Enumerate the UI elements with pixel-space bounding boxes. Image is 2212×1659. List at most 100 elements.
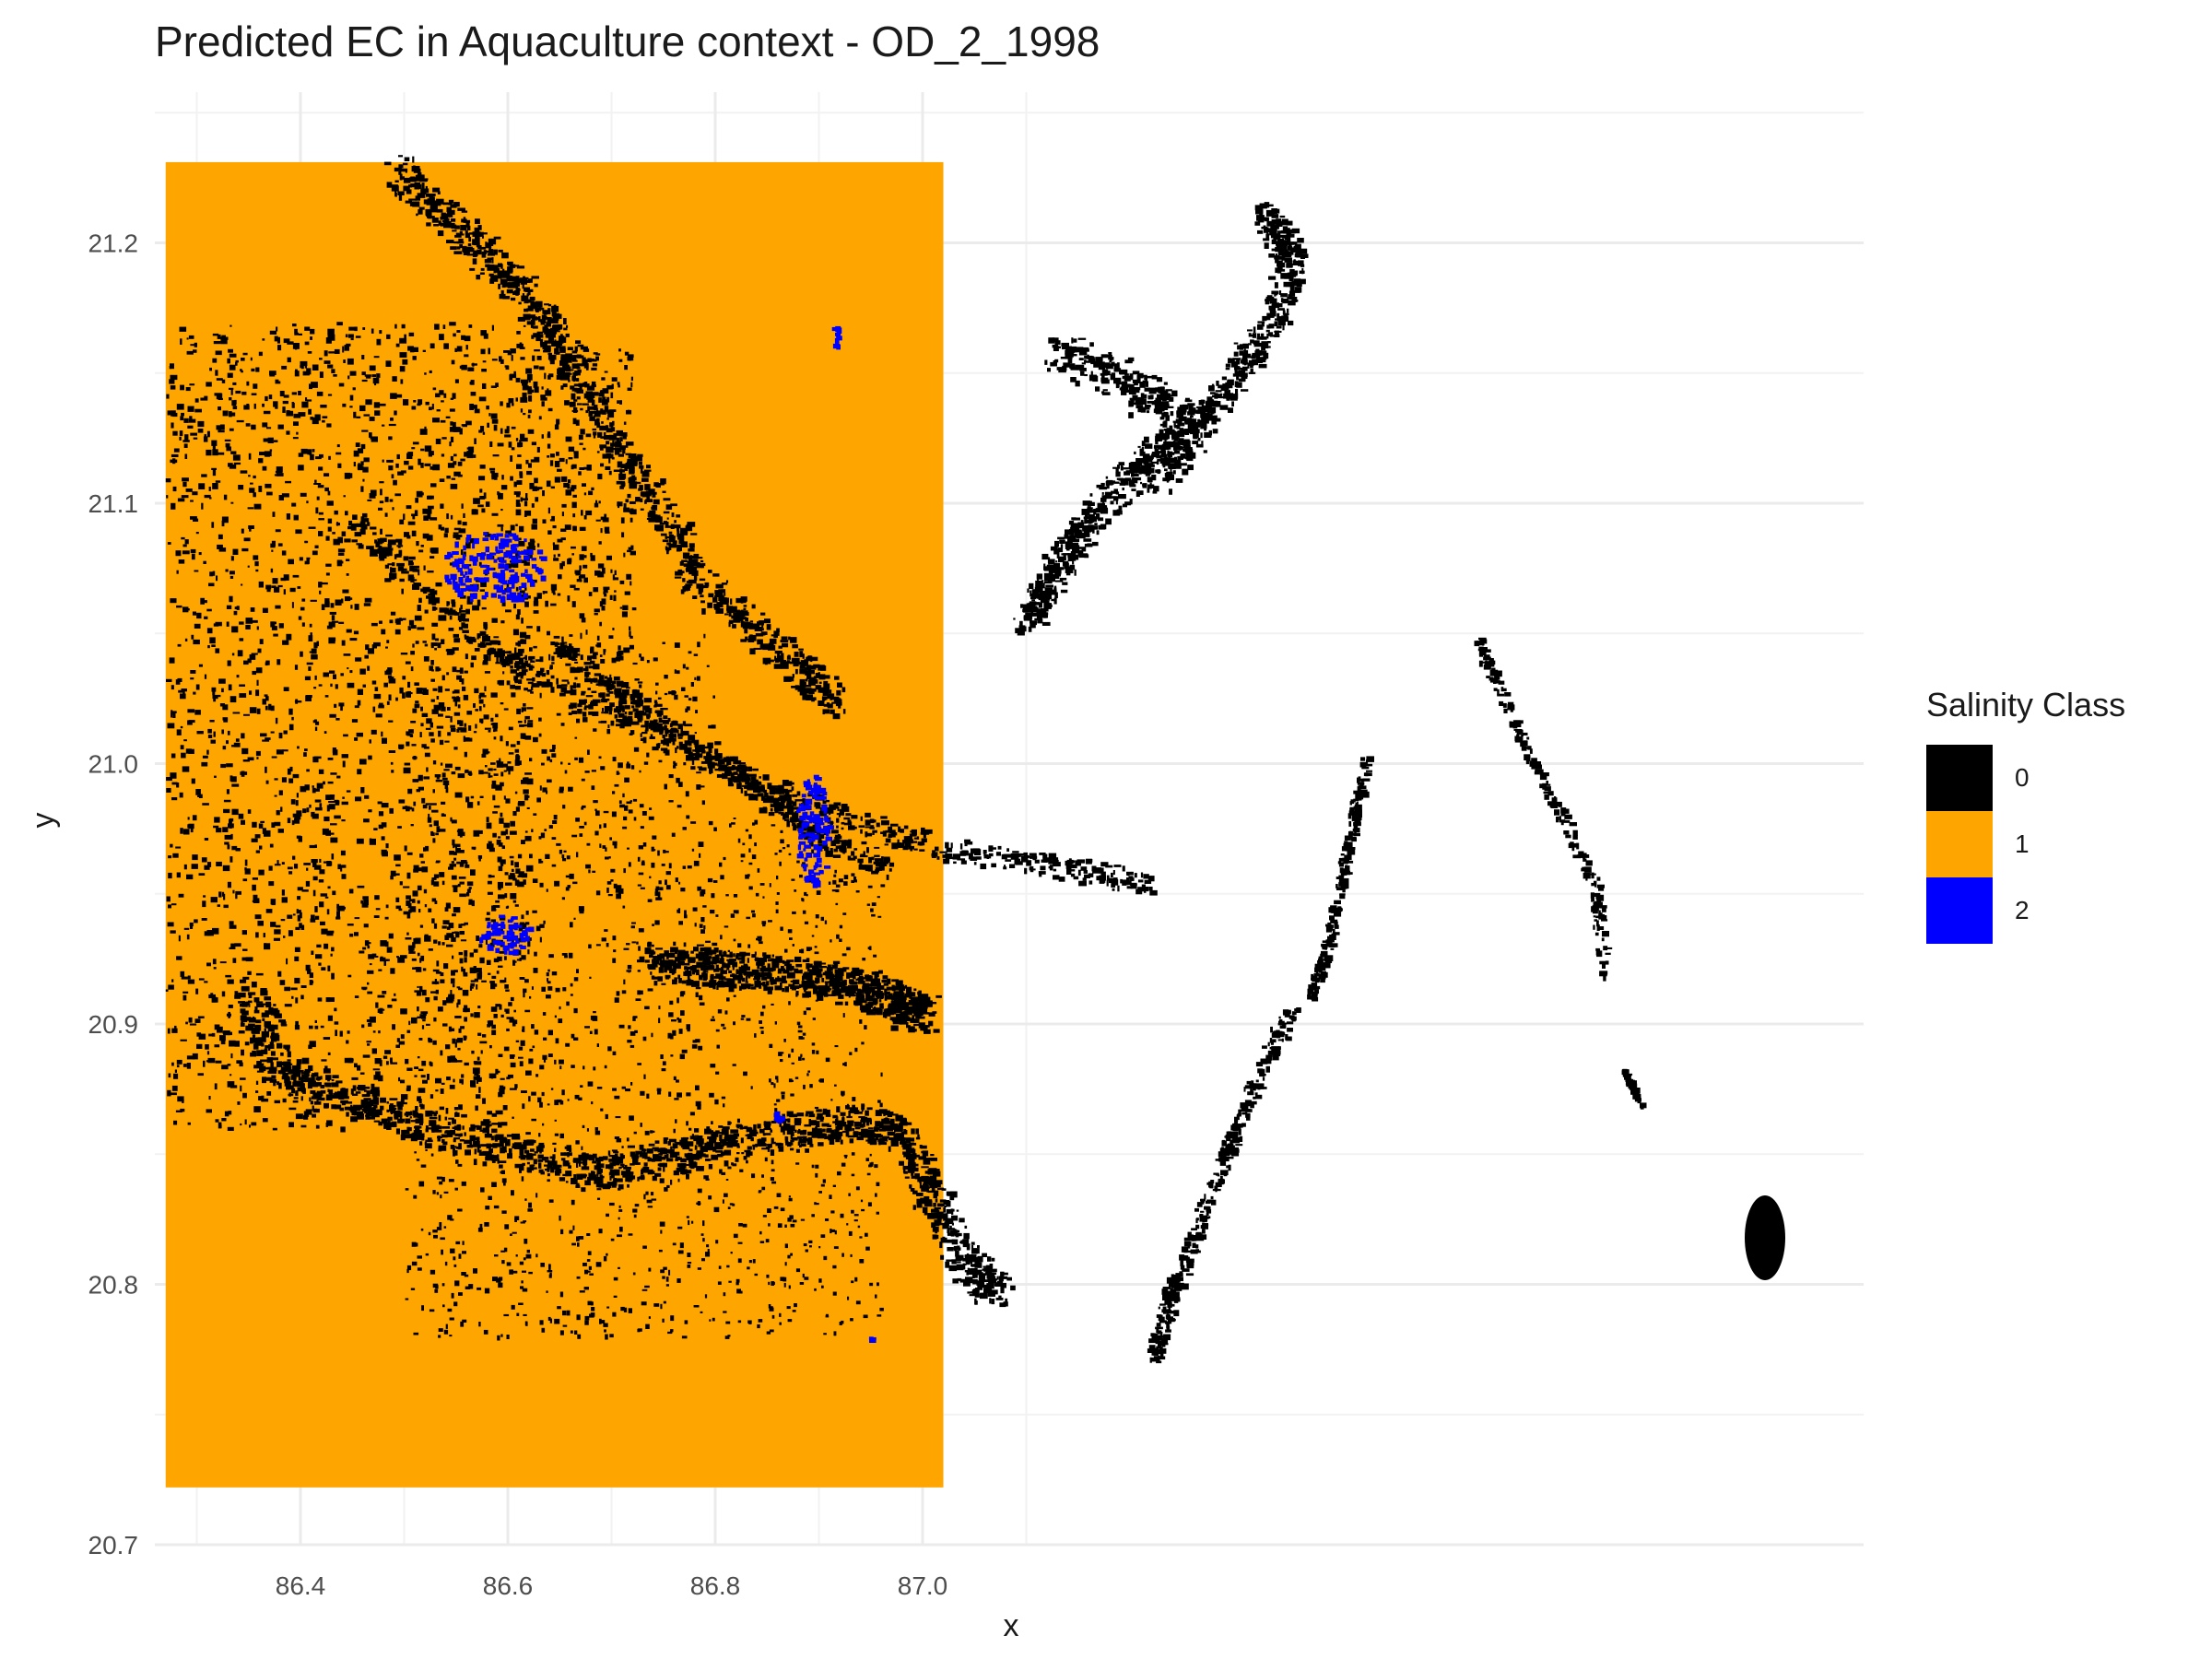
class-0-speckle — [576, 579, 580, 582]
class-0-speckle — [510, 455, 513, 462]
class-0-speckle — [244, 1041, 250, 1046]
class-0-speckle — [542, 1054, 547, 1060]
class-0-speckle — [438, 1328, 443, 1332]
class-0-speckle — [549, 359, 555, 365]
class-0-speckle — [677, 909, 679, 913]
class-0-speckle — [244, 859, 248, 866]
class-0-speckle — [412, 708, 418, 713]
class-0-speckle — [689, 1135, 695, 1140]
class-0-speckle — [623, 647, 630, 653]
coast-class-0 — [552, 1164, 558, 1170]
class-0-speckle — [588, 592, 593, 596]
class-0-speckle — [715, 1240, 719, 1244]
class-0-speckle — [659, 887, 664, 891]
class-0-speckle — [351, 1110, 358, 1116]
class-0-speckle — [830, 1099, 833, 1101]
class-0-speckle — [641, 811, 647, 816]
class-0-speckle — [668, 1091, 672, 1097]
coast-class-0 — [786, 1129, 794, 1135]
class-0-speckle — [305, 397, 308, 402]
class-0-speckle — [187, 709, 195, 713]
coast-class-0 — [682, 1145, 689, 1150]
class-0-speckle — [688, 1219, 690, 1226]
class-0-speckle — [593, 728, 597, 732]
class-0-speckle — [210, 739, 216, 744]
class-0-speckle — [292, 1100, 299, 1103]
class-0-speckle — [748, 834, 752, 840]
class-0-speckle — [451, 359, 455, 365]
class-0-speckle — [334, 1021, 339, 1025]
class-0-speckle — [285, 480, 291, 484]
class-0-speckle — [771, 824, 776, 827]
class-0-speckle — [176, 872, 181, 878]
class-0-speckle — [234, 1041, 240, 1047]
class-0-speckle — [255, 932, 259, 938]
class-0-speckle — [576, 969, 579, 973]
class-0-speckle — [490, 762, 496, 765]
class-0-speckle — [477, 1032, 482, 1036]
class-0-speckle — [386, 640, 390, 643]
class-0-speckle — [170, 772, 177, 779]
class-0-speckle — [590, 555, 595, 561]
class-0-speckle — [181, 495, 189, 499]
class-0-speckle — [464, 453, 471, 456]
class-0-speckle — [220, 763, 226, 769]
class-0-speckle — [500, 401, 503, 406]
class-0-speckle — [593, 587, 599, 593]
class-0-speckle — [453, 1264, 457, 1267]
class-0-speckle — [814, 1202, 817, 1206]
class-0-speckle — [860, 1199, 864, 1203]
class-0-speckle — [222, 704, 229, 711]
class-0-speckle — [432, 1230, 438, 1233]
class-0-speckle — [503, 1046, 510, 1052]
class-0-speckle — [305, 1109, 312, 1115]
class-0-speckle — [379, 330, 382, 335]
class-0-speckle — [253, 894, 258, 900]
coast-class-0 — [385, 1122, 394, 1126]
class-0-speckle — [204, 494, 211, 499]
class-0-speckle — [776, 876, 779, 880]
class-0-speckle — [570, 487, 575, 492]
class-0-speckle — [459, 720, 464, 726]
class-0-speckle — [294, 371, 300, 377]
class-0-speckle — [697, 1188, 702, 1194]
class-0-speckle — [571, 464, 577, 469]
class-0-speckle — [464, 1005, 468, 1009]
class-0-speckle — [506, 680, 511, 686]
class-0-speckle — [296, 793, 299, 798]
class-0-speckle — [877, 1314, 882, 1317]
class-0-speckle — [520, 1040, 525, 1046]
class-0-speckle — [427, 495, 434, 500]
class-0-speckle — [529, 1048, 534, 1052]
class-0-speckle — [531, 503, 535, 508]
class-0-speckle — [572, 418, 577, 425]
class-0-speckle — [525, 459, 529, 465]
class-0-speckle — [190, 432, 197, 436]
class-0-speckle — [638, 845, 643, 850]
class-0-speckle — [295, 1113, 303, 1120]
class-0-speckle — [526, 665, 530, 667]
class-0-speckle — [431, 809, 439, 813]
class-0-speckle — [747, 1266, 750, 1270]
class-0-speckle — [326, 805, 330, 812]
class-0-speckle — [494, 1254, 499, 1257]
class-0-speckle — [789, 1215, 794, 1219]
class-0-speckle — [511, 860, 514, 865]
class-0-speckle — [382, 1055, 388, 1059]
class-0-speckle — [442, 1023, 448, 1027]
class-0-speckle — [331, 853, 335, 860]
class-0-speckle — [326, 500, 334, 506]
class-0-speckle — [780, 926, 783, 931]
class-0-speckle — [617, 400, 619, 404]
class-0-speckle — [479, 771, 482, 773]
class-0-speckle — [688, 651, 692, 654]
class-0-speckle — [319, 358, 323, 360]
class-0-speckle — [412, 515, 416, 520]
class-0-speckle — [416, 789, 420, 793]
class-0-speckle — [829, 1194, 832, 1199]
class-0-speckle — [223, 808, 230, 814]
class-0-speckle — [568, 479, 571, 484]
class-0-speckle — [544, 372, 547, 380]
class-0-speckle — [664, 1187, 668, 1192]
